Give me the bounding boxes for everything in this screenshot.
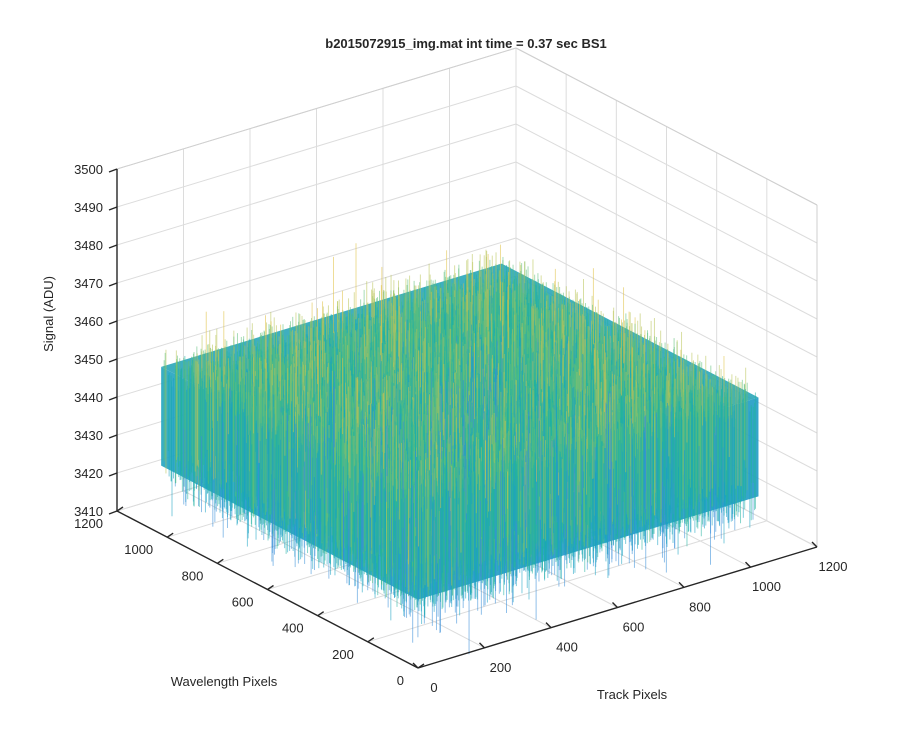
grid-line (515, 123, 818, 282)
grid-line (515, 237, 818, 396)
grid-line (116, 161, 517, 284)
grid-line (116, 237, 517, 360)
grid-line (515, 161, 818, 320)
grid-line (515, 85, 818, 244)
box-edge (116, 47, 517, 170)
grid-line (367, 520, 767, 643)
box-edge (515, 47, 818, 206)
grid-line (116, 199, 517, 322)
surface-plot (161, 243, 759, 655)
grid-line (515, 199, 818, 358)
grid-line (116, 123, 517, 246)
grid-line (116, 85, 517, 208)
